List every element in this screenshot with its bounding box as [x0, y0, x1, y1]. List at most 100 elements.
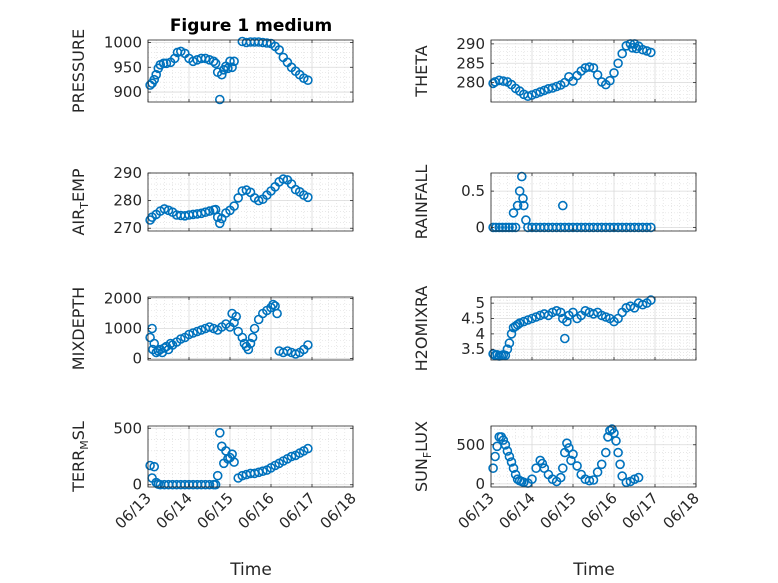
x-axis-label-right: Time — [572, 560, 615, 580]
data-point — [568, 449, 578, 460]
data-point — [204, 206, 215, 216]
data-point — [303, 340, 313, 350]
data-point — [176, 334, 186, 344]
data-point — [165, 338, 176, 349]
data-point — [572, 461, 582, 471]
y-tick-label: 0.5 — [461, 182, 485, 200]
y-tick-label: 950 — [113, 58, 142, 76]
data-point — [247, 332, 258, 343]
x-tick-label: 06/16 — [578, 489, 621, 532]
data-point — [609, 68, 619, 78]
data-point — [584, 62, 595, 72]
figure-title: Figure 1 medium — [170, 16, 332, 36]
data-point — [555, 307, 566, 318]
data-point — [562, 438, 572, 449]
y-axis-label: H2OMIXRA — [412, 286, 431, 372]
data-point — [617, 48, 628, 59]
y-tick-label: 0 — [475, 218, 485, 236]
data-point — [196, 325, 207, 335]
y-tick-label: 1000 — [104, 320, 142, 338]
data-point — [303, 443, 313, 454]
data-point — [555, 472, 566, 483]
data-point — [596, 459, 607, 470]
data-point — [159, 204, 170, 214]
axes-box — [490, 172, 697, 232]
data-point — [188, 56, 198, 67]
data-point — [200, 53, 211, 64]
y-tick-label: 500 — [456, 436, 485, 454]
y-tick-label: 2000 — [104, 290, 142, 308]
y-tick-label: 290 — [456, 35, 485, 53]
data-point — [188, 328, 198, 338]
data-point — [210, 58, 221, 69]
data-point — [303, 75, 313, 85]
data-point — [278, 174, 289, 184]
data-point — [210, 479, 221, 490]
x-tick-label: 06/14 — [496, 489, 539, 532]
data-point — [500, 439, 511, 450]
y-tick-label: 4.5 — [461, 310, 485, 328]
data-point — [290, 349, 301, 359]
data-point — [527, 313, 537, 324]
data-point — [588, 63, 599, 73]
subplot-3: 270 280 290 AIRTEMP — [69, 164, 354, 237]
data-point — [227, 62, 237, 73]
y-tick-label: 900 — [113, 83, 142, 101]
data-point — [282, 346, 293, 356]
y-axis-label: AIRTEMP — [69, 168, 91, 235]
data-point — [508, 463, 519, 474]
data-point — [151, 69, 161, 80]
x-tick-label: 06/18 — [317, 489, 360, 532]
y-axis-label-main: SUN — [412, 458, 431, 492]
data-point — [502, 344, 513, 355]
data-point — [518, 200, 529, 211]
y-tick-label: 5 — [475, 294, 485, 312]
data-point — [588, 475, 599, 485]
x-tick-label: 06/15 — [537, 489, 580, 532]
data-point — [557, 200, 568, 211]
data-point — [286, 451, 297, 462]
axes-box — [490, 425, 697, 488]
data-point — [584, 475, 595, 486]
data-point — [268, 299, 278, 310]
y-tick-label: 285 — [456, 54, 485, 72]
data-point — [149, 74, 159, 85]
data-point — [518, 477, 529, 488]
y-axis-label: PRESSURE — [69, 29, 88, 113]
data-point — [212, 470, 223, 481]
data-point — [537, 458, 548, 469]
x-axis-label-left: Time — [229, 560, 272, 580]
x-tick-label: 06/13 — [112, 489, 155, 532]
data-point — [646, 47, 656, 58]
data-point — [613, 58, 623, 69]
data-point — [215, 218, 225, 229]
y-axis-label: SUNFLUX — [412, 421, 434, 492]
data-point — [605, 75, 615, 86]
data-point — [225, 56, 235, 67]
y-axis-label-main: AIR — [69, 209, 88, 236]
data-point — [217, 69, 227, 80]
data-point — [149, 461, 159, 472]
data-point — [641, 46, 652, 56]
data-point — [149, 338, 159, 349]
data-point — [508, 208, 519, 218]
axes-box — [147, 172, 354, 232]
axes-box — [147, 39, 354, 103]
data-point — [611, 436, 621, 446]
x-tick-label: 06/14 — [153, 489, 196, 532]
data-point — [562, 316, 572, 327]
data-point — [557, 463, 568, 474]
y-tick-label: 1000 — [104, 33, 142, 51]
y-axis-label-subscript: F — [421, 452, 434, 458]
subplot-4: 0 0.5 RAINFALL — [412, 165, 697, 239]
data-point — [215, 94, 225, 105]
data-point — [204, 479, 215, 490]
data-point — [159, 343, 170, 353]
axes-box — [490, 296, 697, 361]
data-point — [184, 329, 194, 340]
x-tick-label: 06/13 — [455, 489, 498, 532]
data-point — [229, 56, 239, 67]
data-point — [215, 427, 225, 438]
